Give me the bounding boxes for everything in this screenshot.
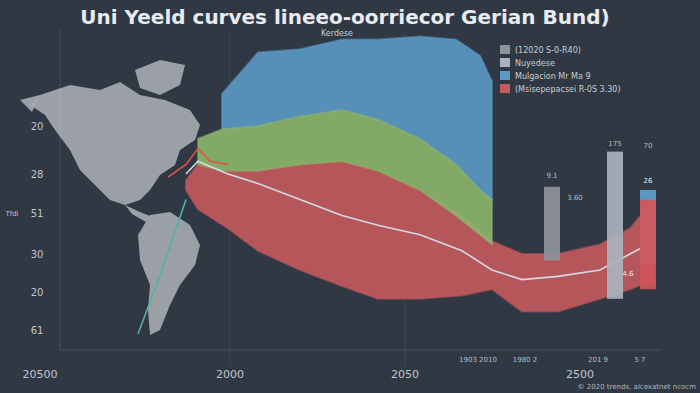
annotation: 51 — [31, 208, 44, 219]
line — [138, 200, 186, 334]
marks — [138, 36, 656, 334]
annotation: 20500 — [23, 368, 58, 381]
annotation: Tfdi — [4, 210, 18, 218]
annotation: 5 7 — [634, 356, 645, 364]
legend-label: (12020 S-0-R40) — [515, 46, 581, 55]
continent — [135, 60, 185, 95]
legend-swatch — [500, 58, 510, 67]
world-map — [20, 60, 200, 335]
annotation: 2050 — [391, 368, 419, 381]
subtitle: Kerdese — [321, 29, 353, 38]
continent — [30, 82, 200, 205]
annotation: 61 — [31, 325, 44, 336]
legend-swatch — [500, 45, 510, 54]
title: Uni Yeeld curves lineeo-oorriecor Gerian… — [80, 5, 609, 29]
annotation: 9.1 — [546, 172, 557, 180]
annotation: © 2020 trends, alcexatnet ncocm — [578, 383, 697, 391]
legend-label: Mulgacion Mr Ma 9 — [515, 72, 590, 81]
chart: Uni Yeeld curves lineeo-oorriecor Gerian… — [0, 0, 700, 393]
legend-label: Nuyedese — [515, 59, 555, 68]
line — [168, 148, 228, 177]
area-band — [198, 110, 492, 244]
continent — [125, 205, 150, 222]
annotation: 26 — [644, 177, 653, 185]
annotation: 4.6 — [622, 270, 634, 278]
annotation: 30 — [31, 249, 44, 260]
bar — [607, 152, 623, 299]
line — [186, 161, 654, 279]
annotation: 2000 — [216, 368, 244, 381]
annotation: 2500 — [566, 368, 594, 381]
annotation: 1903 2010 — [459, 356, 497, 364]
background — [0, 0, 700, 393]
continent — [20, 95, 40, 112]
legend-swatch — [500, 71, 510, 80]
bar — [544, 187, 560, 261]
annotation: 28 — [31, 169, 44, 180]
annotation: 70 — [644, 142, 653, 150]
annotations: 20 28 51 30 20 61 Tfdi 20500 2000 2050 2500 1903 20… — [4, 121, 696, 391]
bar — [640, 200, 656, 290]
continent — [138, 212, 200, 335]
legend: (12020 S-0-R40) Nuyedese Mulgacion Mr Ma 9… — [500, 45, 621, 94]
y-axis-line — [60, 30, 61, 350]
x-axis-line — [60, 350, 660, 351]
legend-label: (Msisepepacsei R-0S 3.30) — [515, 85, 621, 94]
legend-swatch — [500, 84, 510, 93]
annotation: 201 9 — [588, 356, 608, 364]
annotation: 20 — [31, 287, 44, 298]
annotation: 1980 2 — [513, 356, 538, 364]
annotation: 175 — [608, 140, 621, 148]
annotation: 20 — [31, 121, 44, 132]
annotation: 3.60 — [567, 194, 583, 202]
